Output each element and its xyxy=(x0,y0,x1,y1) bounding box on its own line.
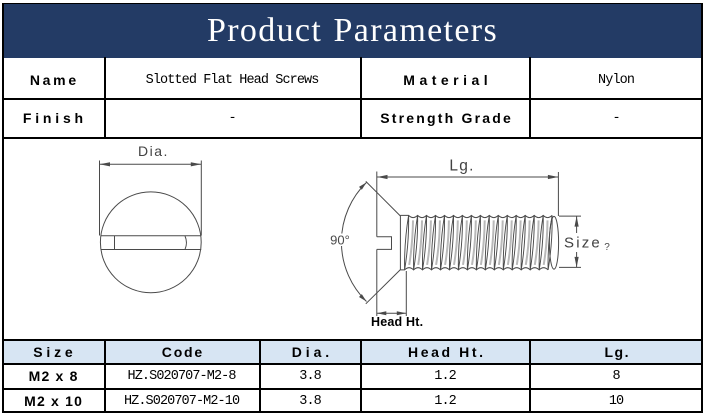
svg-text:Size: Size xyxy=(564,235,602,252)
svg-text:Lg.: Lg. xyxy=(449,158,474,175)
svg-text:90°: 90° xyxy=(330,233,350,248)
svg-text:Dia.: Dia. xyxy=(138,143,169,159)
svg-text:?: ? xyxy=(604,242,610,253)
